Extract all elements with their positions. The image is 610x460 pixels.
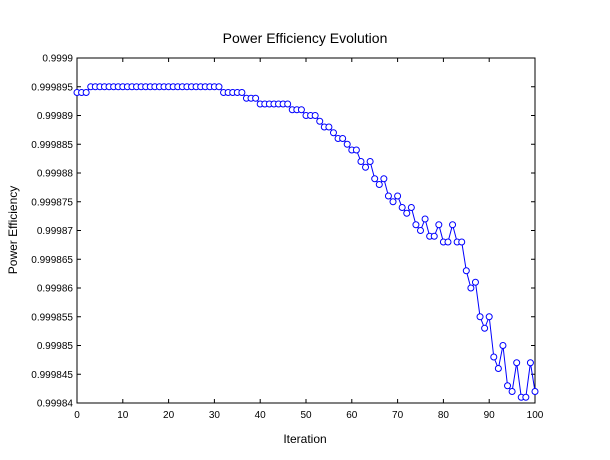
data-point — [339, 135, 347, 142]
data-point — [252, 94, 260, 102]
data-point — [82, 89, 90, 96]
x-tick-label: 10 — [117, 410, 129, 421]
data-point — [371, 175, 379, 183]
series-power-efficiency — [73, 83, 539, 401]
y-tick-label: 0.99984 — [37, 399, 74, 410]
y-tick-label: 0.99989 — [37, 111, 74, 122]
data-point — [490, 353, 498, 361]
data-point — [444, 238, 452, 246]
data-point — [471, 278, 479, 286]
data-point — [329, 129, 337, 137]
data-point — [481, 324, 489, 332]
data-point — [526, 359, 534, 367]
x-tick-label: 50 — [300, 410, 312, 421]
x-axis-label: Iteration — [283, 432, 326, 446]
x-tick-label: 60 — [346, 410, 358, 421]
y-tick-label: 0.999895 — [31, 82, 73, 93]
data-point — [407, 204, 415, 211]
data-point — [504, 382, 512, 390]
data-point — [435, 221, 443, 229]
data-point — [398, 204, 406, 211]
y-tick-label: 0.999855 — [31, 312, 73, 323]
data-point — [362, 163, 370, 171]
data-point — [417, 227, 424, 234]
x-tick-label: 80 — [438, 410, 450, 421]
x-tick-label: 70 — [392, 410, 404, 421]
y-axis: 0.99984 0.999845 0.99985 0.999855 0.99986 0.9… — [31, 54, 535, 410]
y-tick-label: 0.99986 — [37, 284, 74, 295]
data-point — [375, 181, 383, 188]
data-point — [476, 313, 484, 321]
data-point — [343, 140, 351, 148]
data-point — [215, 83, 223, 91]
x-tick-label: 20 — [163, 410, 175, 421]
data-point — [430, 232, 438, 240]
data-point — [380, 175, 388, 183]
data-point — [325, 123, 333, 131]
data-point — [494, 365, 502, 372]
y-tick-label: 0.999875 — [31, 197, 73, 208]
data-point — [403, 209, 411, 217]
data-point — [449, 221, 457, 229]
data-point — [421, 215, 429, 223]
y-tick-label: 0.999865 — [31, 255, 73, 266]
data-point — [311, 112, 319, 119]
data-point — [366, 158, 374, 165]
x-tick-label: 90 — [484, 410, 496, 421]
data-point — [499, 342, 507, 349]
y-tick-label: 0.999885 — [31, 140, 73, 151]
y-tick-label: 0.99988 — [37, 169, 74, 180]
y-tick-label: 0.99987 — [37, 226, 74, 237]
x-tick-label: 0 — [74, 410, 80, 421]
data-point — [384, 192, 392, 200]
y-tick-label: 0.999845 — [31, 370, 73, 381]
data-point — [284, 100, 292, 108]
data-point — [522, 393, 530, 401]
x-tick-label: 40 — [255, 410, 267, 421]
data-point — [238, 89, 246, 96]
x-axis: 0 10 20 30 40 50 60 70 80 90 100 — [74, 58, 544, 421]
x-tick-label: 30 — [209, 410, 221, 421]
data-point — [394, 192, 402, 200]
data-point — [531, 388, 539, 395]
data-point — [458, 238, 466, 246]
y-tick-label: 0.99985 — [37, 341, 74, 352]
data-point — [316, 117, 324, 125]
data-point — [297, 106, 305, 114]
chart-title: Power Efficiency Evolution — [223, 30, 388, 46]
data-point — [412, 221, 420, 229]
data-point — [513, 359, 521, 367]
data-point — [508, 388, 516, 395]
y-axis-label: Power Efficiency — [6, 186, 20, 274]
data-point — [352, 146, 360, 154]
data-point — [462, 267, 470, 275]
data-point — [389, 198, 397, 206]
data-point — [485, 313, 493, 321]
data-point — [357, 158, 365, 165]
y-tick-label: 0.9999 — [42, 54, 73, 65]
x-tick-label: 100 — [527, 410, 544, 421]
data-point — [467, 284, 475, 292]
